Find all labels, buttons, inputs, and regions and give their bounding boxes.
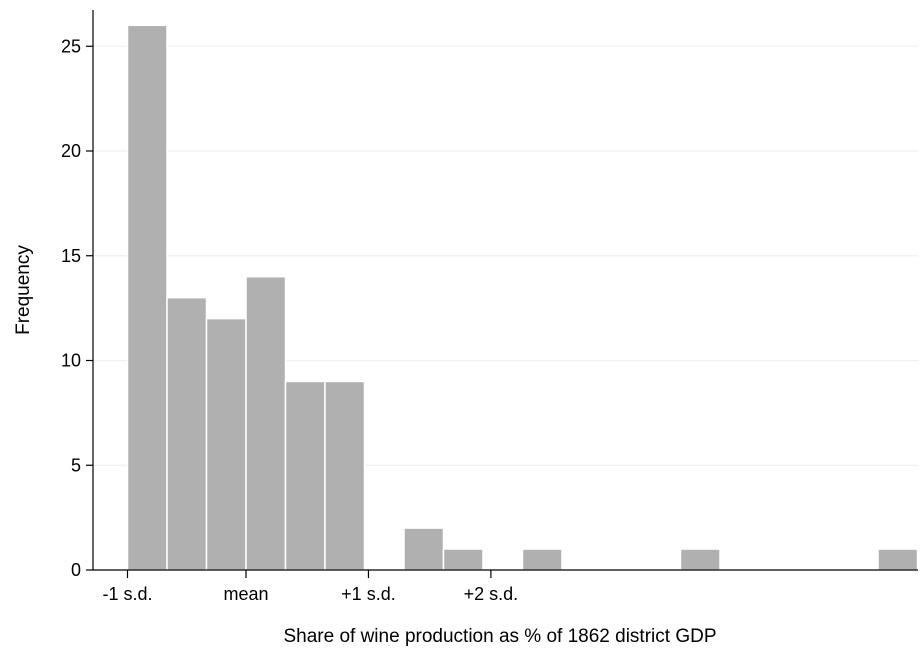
x-ticks: -1 s.d. mean +1 s.d. +2 s.d. (102, 570, 518, 604)
x-axis-title: Share of wine production as % of 1862 di… (283, 626, 716, 647)
y-axis-title: Frequency (13, 245, 34, 335)
histogram-bar (284, 380, 326, 571)
y-tick-label: 20 (61, 141, 81, 161)
histogram-bar (442, 548, 484, 571)
histogram-bars (126, 24, 919, 571)
histogram-bar (166, 296, 208, 571)
histogram-bar (877, 548, 919, 571)
y-tick-label: 25 (61, 36, 81, 56)
y-tick-label: 0 (71, 560, 81, 580)
histogram-bar (521, 548, 563, 571)
histogram-bar (679, 548, 721, 571)
histogram-bar (205, 317, 247, 571)
histogram-bar (403, 527, 445, 571)
y-tick-label: 10 (61, 351, 81, 371)
histogram-bar (245, 275, 287, 571)
y-tick-label: 15 (61, 246, 81, 266)
x-tick-label: -1 s.d. (102, 584, 152, 604)
x-tick-label: mean (223, 584, 268, 604)
histogram-bar (324, 380, 366, 571)
y-ticks: 0 5 10 15 20 25 (61, 36, 93, 580)
y-tick-label: 5 (71, 455, 81, 475)
x-tick-label: +1 s.d. (341, 584, 396, 604)
axes (92, 10, 918, 571)
histogram-bar (126, 24, 168, 571)
x-tick-label: +2 s.d. (464, 584, 519, 604)
